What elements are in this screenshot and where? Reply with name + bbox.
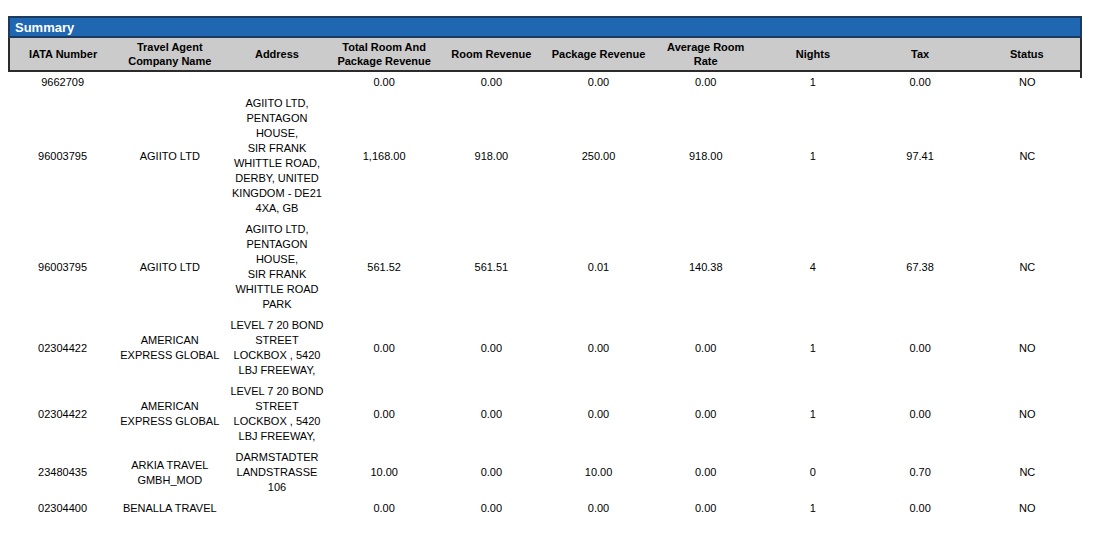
cell-address <box>223 498 330 519</box>
cell-company-name <box>116 71 223 93</box>
cell-package-revenue: 250.00 <box>545 93 652 219</box>
cell-company-name: ARKIA TRAVEL GMBH_MOD <box>116 447 223 498</box>
cell-room-revenue: 0.00 <box>438 381 545 447</box>
cell-room-revenue: 561.51 <box>438 219 545 315</box>
cell-company-name: AMERICAN EXPRESS GLOBAL <box>116 381 223 447</box>
cell-nights: 4 <box>759 219 866 315</box>
cell-average-room-rate: 0.00 <box>652 447 759 498</box>
cell-room-revenue: 0.00 <box>438 498 545 519</box>
cell-address: AGIITO LTD, PENTAGON HOUSE, SIR FRANK WH… <box>223 93 330 219</box>
cell-status: NO <box>974 498 1081 519</box>
table-row: 02304422AMERICAN EXPRESS GLOBALLEVEL 7 2… <box>9 381 1081 447</box>
cell-address: LEVEL 7 20 BOND STREET LOCKBOX , 5420 LB… <box>223 381 330 447</box>
cell-status: NC <box>974 219 1081 315</box>
table-row: 96627090.000.000.000.0010.00NO <box>9 71 1081 93</box>
cell-average-room-rate: 0.00 <box>652 498 759 519</box>
cell-package-revenue: 0.00 <box>545 381 652 447</box>
cell-package-revenue: 0.00 <box>545 498 652 519</box>
cell-total-room-and-package-revenue: 561.52 <box>331 219 438 315</box>
cell-nights: 1 <box>759 315 866 381</box>
cell-tax: 0.70 <box>867 447 974 498</box>
cell-status: NO <box>974 71 1081 93</box>
cell-total-room-and-package-revenue: 1,168.00 <box>331 93 438 219</box>
cell-total-room-and-package-revenue: 0.00 <box>331 315 438 381</box>
cell-iata-number: 96003795 <box>9 93 116 219</box>
cell-total-room-and-package-revenue: 0.00 <box>331 71 438 93</box>
cell-nights: 1 <box>759 71 866 93</box>
cell-iata-number: 9662709 <box>9 71 116 93</box>
cell-company-name: AGIITO LTD <box>116 219 223 315</box>
cell-company-name: AGIITO LTD <box>116 93 223 219</box>
column-header-package-revenue: Package Revenue <box>545 38 652 71</box>
cell-room-revenue: 0.00 <box>438 447 545 498</box>
column-header-iata-number: IATA Number <box>9 38 116 71</box>
cell-address: AGIITO LTD, PENTAGON HOUSE, SIR FRANK WH… <box>223 219 330 315</box>
column-header-company-name: Travel Agent Company Name <box>116 38 223 71</box>
cell-iata-number: 23480435 <box>9 447 116 498</box>
summary-title-bar: Summary <box>8 16 1082 38</box>
cell-tax: 0.00 <box>867 315 974 381</box>
cell-iata-number: 02304422 <box>9 315 116 381</box>
summary-title: Summary <box>15 20 74 35</box>
cell-tax: 67.38 <box>867 219 974 315</box>
cell-iata-number: 96003795 <box>9 219 116 315</box>
cell-package-revenue: 0.01 <box>545 219 652 315</box>
cell-tax: 0.00 <box>867 71 974 93</box>
cell-room-revenue: 0.00 <box>438 315 545 381</box>
column-header-status: Status <box>974 38 1081 71</box>
cell-average-room-rate: 140.38 <box>652 219 759 315</box>
table-row: 96003795AGIITO LTDAGIITO LTD, PENTAGON H… <box>9 219 1081 315</box>
cell-nights: 1 <box>759 498 866 519</box>
cell-package-revenue: 0.00 <box>545 315 652 381</box>
cell-status: NC <box>974 93 1081 219</box>
summary-report: Summary IATA NumberTravel Agent Company … <box>8 16 1082 519</box>
cell-average-room-rate: 918.00 <box>652 93 759 219</box>
cell-average-room-rate: 0.00 <box>652 315 759 381</box>
column-header-address: Address <box>223 38 330 71</box>
column-header-tax: Tax <box>867 38 974 71</box>
cell-room-revenue: 918.00 <box>438 93 545 219</box>
cell-nights: 0 <box>759 447 866 498</box>
table-right-border-stub <box>1080 72 1082 78</box>
cell-tax: 0.00 <box>867 381 974 447</box>
table-row: 02304400BENALLA TRAVEL0.000.000.000.0010… <box>9 498 1081 519</box>
table-row: 96003795AGIITO LTDAGIITO LTD, PENTAGON H… <box>9 93 1081 219</box>
cell-tax: 0.00 <box>867 498 974 519</box>
cell-total-room-and-package-revenue: 10.00 <box>331 447 438 498</box>
cell-company-name: AMERICAN EXPRESS GLOBAL <box>116 315 223 381</box>
cell-package-revenue: 10.00 <box>545 447 652 498</box>
cell-tax: 97.41 <box>867 93 974 219</box>
cell-total-room-and-package-revenue: 0.00 <box>331 498 438 519</box>
column-header-total-room-and-package-revenue: Total Room And Package Revenue <box>331 38 438 71</box>
cell-total-room-and-package-revenue: 0.00 <box>331 381 438 447</box>
table-body: 96627090.000.000.000.0010.00NO96003795AG… <box>9 71 1081 519</box>
column-header-average-room-rate: Average Room Rate <box>652 38 759 71</box>
cell-company-name: BENALLA TRAVEL <box>116 498 223 519</box>
table-header-row: IATA NumberTravel Agent Company NameAddr… <box>9 38 1081 71</box>
cell-iata-number: 02304400 <box>9 498 116 519</box>
cell-nights: 1 <box>759 93 866 219</box>
cell-status: NO <box>974 315 1081 381</box>
cell-status: NO <box>974 381 1081 447</box>
cell-package-revenue: 0.00 <box>545 71 652 93</box>
cell-address: LEVEL 7 20 BOND STREET LOCKBOX , 5420 LB… <box>223 315 330 381</box>
column-header-room-revenue: Room Revenue <box>438 38 545 71</box>
cell-status: NC <box>974 447 1081 498</box>
cell-address <box>223 71 330 93</box>
table-row: 02304422AMERICAN EXPRESS GLOBALLEVEL 7 2… <box>9 315 1081 381</box>
cell-iata-number: 02304422 <box>9 381 116 447</box>
cell-room-revenue: 0.00 <box>438 71 545 93</box>
table-row: 23480435ARKIA TRAVEL GMBH_MODDARMSTADTER… <box>9 447 1081 498</box>
cell-nights: 1 <box>759 381 866 447</box>
cell-average-room-rate: 0.00 <box>652 381 759 447</box>
cell-address: DARMSTADTER LANDSTRASSE 106 <box>223 447 330 498</box>
agents-summary-table: IATA NumberTravel Agent Company NameAddr… <box>8 38 1082 519</box>
column-header-nights: Nights <box>759 38 866 71</box>
cell-average-room-rate: 0.00 <box>652 71 759 93</box>
